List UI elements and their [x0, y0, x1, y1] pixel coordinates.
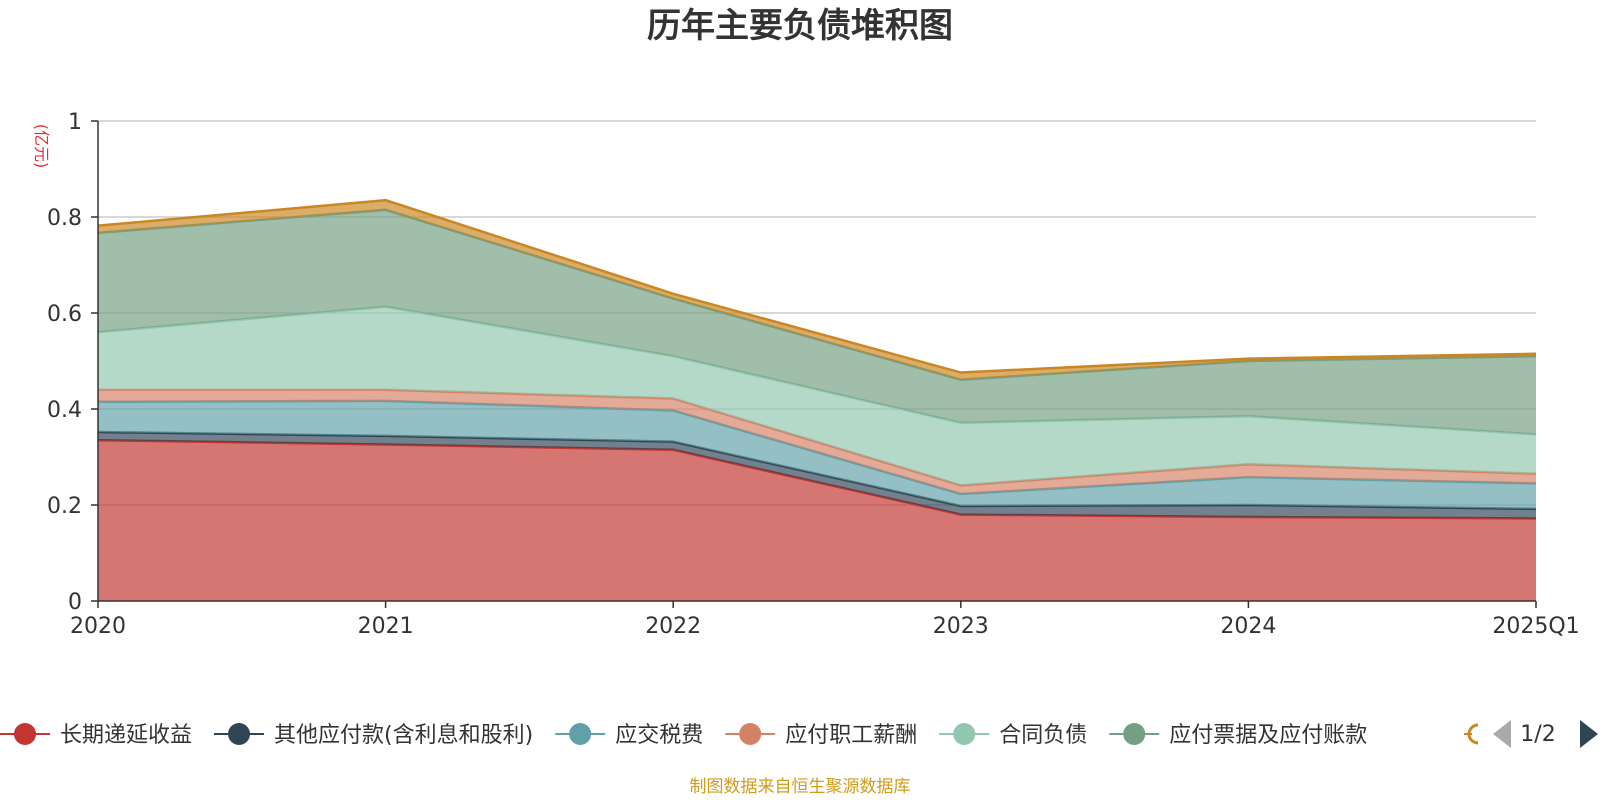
y-tick-label: 0.4 — [47, 398, 82, 423]
legend-marker-icon — [739, 723, 762, 745]
legend-item-2[interactable]: 应交税费 — [555, 723, 703, 748]
area-series-4 — [98, 306, 1536, 486]
y-axis-unit-label: (亿元) — [32, 124, 51, 169]
y-tick-label: 0.8 — [47, 206, 82, 231]
legend-label: 应交税费 — [615, 723, 703, 748]
data-source-note: 制图数据来自恒生聚源数据库 — [690, 777, 911, 797]
legend-label: 应付职工薪酬 — [785, 723, 917, 748]
legend: 长期递延收益 其他应付款(含利息和股利) 应交税费 应付职工薪酬 合同负债 应付票据及应付… — [0, 723, 1479, 748]
legend-item-3[interactable]: 应付职工薪酬 — [725, 723, 917, 748]
legend-item-0[interactable]: 长期递延收益 — [0, 723, 192, 748]
x-tick-label: 2023 — [933, 614, 989, 639]
x-tick-label: 2021 — [358, 614, 414, 639]
legend-marker-icon — [569, 723, 592, 745]
y-tick-label: 1 — [68, 110, 82, 135]
x-tick-label: 2024 — [1220, 614, 1276, 639]
x-tick-label: 2020 — [70, 614, 126, 639]
legend-label: 合同负债 — [999, 723, 1087, 748]
area-series-0 — [98, 440, 1536, 601]
legend-label: 应付票据及应付账款 — [1169, 723, 1367, 748]
legend-item-truncated[interactable] — [1464, 723, 1479, 745]
chart-title: 历年主要负债堆积图 — [647, 6, 953, 46]
legend-marker-icon — [953, 723, 976, 745]
area-series-2-line — [97, 399, 1537, 496]
legend-pager: 1/2 — [1493, 720, 1598, 748]
area-series-5 — [98, 209, 1536, 435]
legend-marker-icon — [228, 723, 251, 745]
legend-next-page-icon[interactable] — [1580, 720, 1598, 748]
legend-prev-page-icon[interactable] — [1493, 720, 1511, 748]
legend-page-indicator: 1/2 — [1520, 722, 1555, 747]
area-series-1 — [98, 432, 1536, 519]
x-tick-label: 2025Q1 — [1492, 614, 1579, 639]
legend-label: 其他应付款(含利息和股利) — [274, 723, 533, 748]
y-tick-label: 0.6 — [47, 302, 82, 327]
y-tick-label: 0 — [68, 590, 82, 615]
legend-marker-icon — [14, 723, 36, 745]
axes: 0 0.2 0.4 0.6 0.8 1 2020 2021 2022 2023 2024 2025Q1 — [47, 110, 1580, 639]
legend-item-5[interactable]: 应付票据及应付账款 — [1109, 723, 1367, 748]
x-tick-label: 2022 — [645, 614, 701, 639]
legend-marker-icon — [1123, 723, 1146, 745]
legend-marker-icon — [1467, 723, 1479, 745]
area-series-6 — [98, 200, 1536, 380]
legend-label: 长期递延收益 — [60, 723, 192, 748]
y-tick-label: 0.2 — [47, 494, 82, 519]
legend-item-1[interactable]: 其他应付款(含利息和股利) — [214, 723, 533, 748]
area-series-6-line — [97, 198, 1537, 374]
stacked-areas — [97, 198, 1537, 601]
legend-item-4[interactable]: 合同负债 — [939, 723, 1087, 748]
